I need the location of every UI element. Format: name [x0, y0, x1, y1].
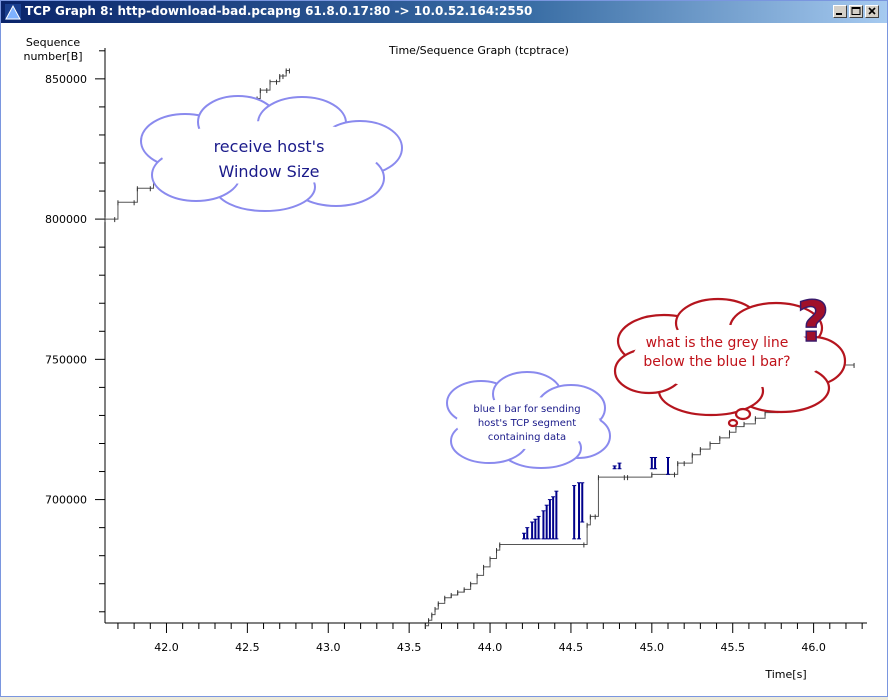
- window-title: TCP Graph 8: http-download-bad.pcapng 61…: [25, 4, 533, 18]
- cloud-callout-window-size: receive host's Window Size: [140, 95, 403, 212]
- y-axis-label-line1: Sequence: [26, 36, 80, 49]
- y-tick-label: 750000: [45, 353, 87, 366]
- minimize-button[interactable]: [833, 5, 847, 18]
- blue-i-bar: [666, 457, 671, 475]
- blue-i-bar: [544, 504, 549, 540]
- cloud2-line1: blue I bar for sending: [473, 404, 580, 415]
- close-button[interactable]: [865, 5, 879, 18]
- cloud-callout-question: what is the grey line below the blue I b…: [613, 289, 847, 428]
- chart-title: Time/Sequence Graph (tcptrace): [388, 44, 569, 57]
- blue-i-bar: [551, 496, 556, 540]
- blue-i-bar: [612, 465, 617, 470]
- app-icon: [5, 4, 21, 20]
- x-tick-label: 43.0: [316, 641, 341, 654]
- plot-area[interactable]: Time/Sequence Graph (tcptrace) Sequence …: [1, 23, 887, 696]
- blue-bars-layer: [522, 457, 671, 540]
- x-tick-label: 42.5: [235, 641, 260, 654]
- minimize-icon: [836, 13, 842, 15]
- question-mark-icon: ?: [797, 290, 829, 355]
- close-icon: [868, 7, 876, 15]
- x-tick-label: 46.0: [801, 641, 826, 654]
- maximize-button[interactable]: [849, 5, 863, 18]
- blue-i-bar: [536, 515, 541, 540]
- axis-ticks: 42.0 42.5 43.0 43.5 44.0 44.5 45.0 45.5 46.0 8500…: [45, 50, 863, 654]
- blue-i-bar: [522, 532, 527, 540]
- cloud2-line3: containing data: [488, 432, 566, 443]
- blue-i-bar: [580, 482, 585, 523]
- blue-i-bar: [572, 485, 577, 540]
- maximize-icon: [851, 7, 861, 15]
- blue-i-bar: [554, 490, 559, 540]
- x-tick-label: 44.0: [478, 641, 503, 654]
- title-bar[interactable]: TCP Graph 8: http-download-bad.pcapng 61…: [1, 1, 887, 23]
- blue-i-bar: [530, 521, 535, 540]
- cloud3-line1: what is the grey line: [646, 335, 789, 351]
- y-axis-label-line2: number[B]: [23, 50, 82, 63]
- blue-i-bar: [617, 462, 622, 470]
- x-axis-label: Time[s]: [764, 668, 806, 681]
- cloud3-line2: below the blue I bar?: [643, 354, 790, 370]
- series-line: [105, 176, 167, 220]
- y-tick-label: 800000: [45, 213, 87, 226]
- x-tick-label: 45.0: [640, 641, 665, 654]
- blue-i-bar: [541, 510, 546, 540]
- y-tick-label: 700000: [45, 494, 87, 507]
- blue-i-bar: [577, 482, 582, 540]
- x-tick-label: 45.5: [720, 641, 745, 654]
- x-tick-label: 44.5: [559, 641, 584, 654]
- cloud-callout-blue-bar: blue I bar for sending host's TCP segmen…: [446, 371, 611, 469]
- cloud1-line2: Window Size: [218, 162, 319, 181]
- x-tick-label: 43.5: [397, 641, 422, 654]
- blue-i-bar: [653, 457, 658, 470]
- blue-i-bar: [649, 457, 654, 470]
- x-tick-label: 42.0: [154, 641, 179, 654]
- blue-i-bar: [525, 527, 530, 540]
- cloud1-line1: receive host's: [214, 137, 325, 156]
- time-sequence-chart[interactable]: Time/Sequence Graph (tcptrace) Sequence …: [1, 23, 887, 696]
- y-tick-label: 850000: [45, 73, 87, 86]
- cloud2-line2: host's TCP segment: [478, 418, 576, 429]
